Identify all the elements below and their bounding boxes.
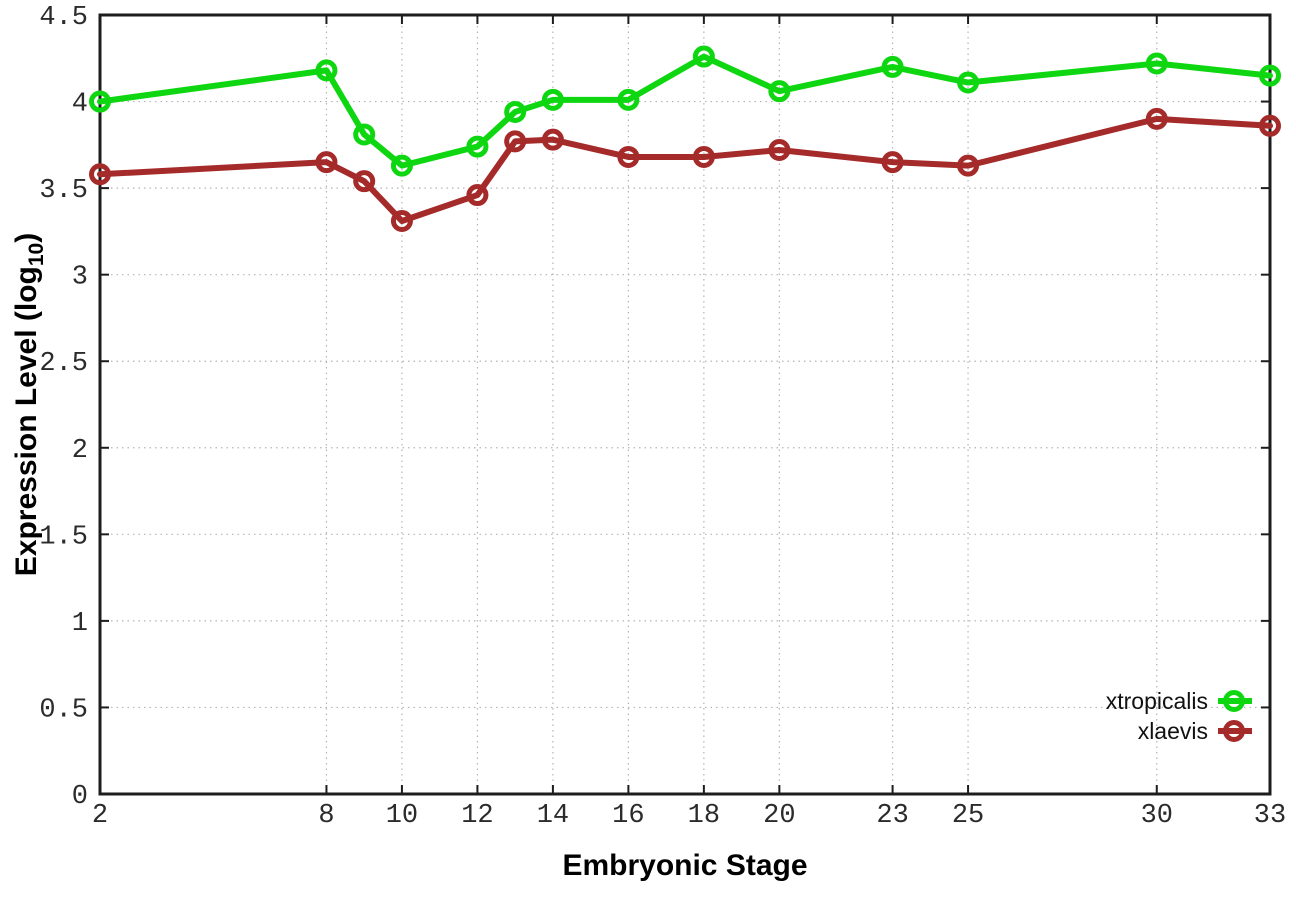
legend-sample-marker-xlaevis: [1223, 720, 1245, 742]
y-axis-title: Expression Level (log10): [10, 233, 48, 576]
y-tick-label-3.5: 3.5: [39, 176, 88, 206]
x-tick-label-25: 25: [952, 801, 984, 831]
y-tick-label-0.5: 0.5: [39, 695, 88, 725]
data-point-xlaevis-2: [89, 163, 111, 186]
data-point-xtropicalis-16: [617, 88, 640, 111]
series-line-xtropicalis: [97, 53, 1273, 169]
data-point-xlaevis-23: [881, 151, 904, 174]
legend-label-xtropicalis: xtropicalis: [1106, 688, 1208, 714]
series-xtropicalis: [89, 45, 1281, 177]
x-tick-label-12: 12: [461, 801, 493, 831]
y-tick-label-4: 4: [72, 90, 88, 120]
data-point-xlaevis-14: [541, 128, 564, 151]
x-tick-label-23: 23: [876, 801, 908, 831]
data-point-xtropicalis-33: [1259, 64, 1281, 87]
data-point-xtropicalis-9: [353, 123, 376, 146]
legend-entry-xlaevis: xlaevis: [1138, 718, 1252, 744]
legend-entry-xtropicalis: xtropicalis: [1106, 688, 1252, 714]
data-point-xlaevis-25: [957, 154, 980, 177]
y-axis-title-prefix: Expression Level (log: [10, 266, 43, 576]
x-tick-label-30: 30: [1141, 801, 1173, 831]
tick-marks: [99, 14, 1271, 795]
data-point-xlaevis-33: [1259, 114, 1281, 137]
data-point-xlaevis-10: [390, 210, 413, 233]
data-point-xlaevis-8: [315, 151, 338, 174]
y-tick-label-1: 1: [72, 609, 88, 639]
data-point-xtropicalis-23: [881, 55, 904, 78]
legend: xtropicalis xlaevis: [1106, 688, 1252, 744]
y-axis-title-subscript: 10: [25, 243, 48, 266]
data-point-xlaevis-20: [768, 139, 791, 162]
data-point-xlaevis-18: [692, 145, 715, 168]
data-point-xtropicalis-12: [466, 135, 489, 158]
data-point-xtropicalis-10: [390, 154, 413, 177]
x-tick-label-8: 8: [318, 801, 334, 831]
y-tick-label-3: 3: [72, 263, 88, 293]
data-point-xtropicalis-8: [315, 59, 338, 82]
x-tick-label-33: 33: [1254, 801, 1286, 831]
y-tick-label-0: 0: [72, 782, 88, 812]
data-point-xtropicalis-14: [541, 88, 564, 111]
data-point-xlaevis-9: [353, 170, 376, 193]
x-axis-title: Embryonic Stage: [562, 849, 807, 882]
data-point-xtropicalis-13: [504, 100, 527, 123]
data-point-xtropicalis-20: [768, 80, 791, 103]
legend-label-xlaevis: xlaevis: [1138, 718, 1208, 744]
y-tick-label-1.5: 1.5: [39, 522, 88, 552]
data-point-xlaevis-16: [617, 145, 640, 168]
data-point-xtropicalis-2: [89, 90, 111, 113]
data-point-xtropicalis-18: [692, 45, 715, 68]
y-tick-label-4.5: 4.5: [39, 3, 88, 33]
data-point-xlaevis-12: [466, 184, 489, 207]
series-line-xlaevis: [97, 115, 1273, 225]
series-xlaevis: [89, 107, 1281, 233]
data-point-xtropicalis-25: [957, 71, 980, 94]
data-point-xtropicalis-30: [1145, 52, 1168, 75]
tick-labels: 2 8 10 12 14 16 18 20 23 25 30 33 0 0.5 1 1.5 2 2.5 3 3.5 4 4…: [39, 3, 1286, 831]
x-tick-label-10: 10: [386, 801, 418, 831]
x-tick-label-16: 16: [612, 801, 644, 831]
y-tick-label-2.5: 2.5: [39, 349, 88, 379]
data-point-xlaevis-13: [504, 130, 527, 153]
x-tick-label-18: 18: [688, 801, 720, 831]
x-tick-label-2: 2: [92, 801, 108, 831]
y-tick-label-2: 2: [72, 436, 88, 466]
x-tick-label-14: 14: [537, 801, 569, 831]
legend-sample-marker-xtropicalis: [1223, 690, 1245, 712]
plot-border: [98, 13, 1272, 796]
x-tick-label-20: 20: [763, 801, 795, 831]
y-axis-title-suffix: ): [10, 233, 43, 243]
data-point-xlaevis-30: [1145, 107, 1168, 130]
